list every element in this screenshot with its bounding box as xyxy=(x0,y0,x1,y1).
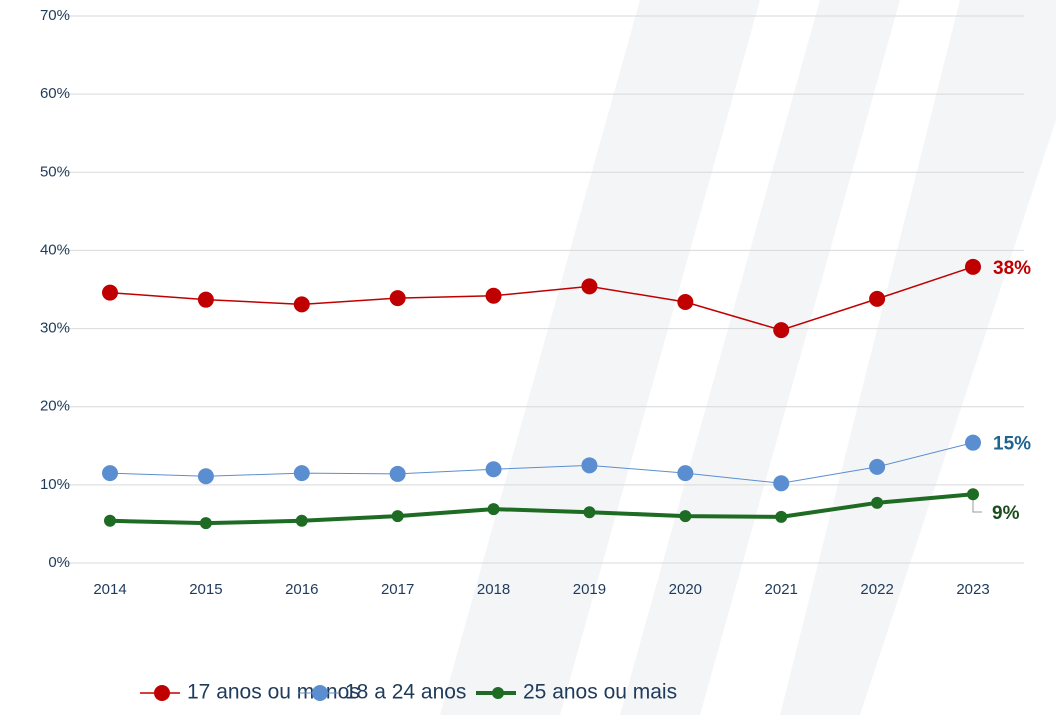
value-label: 9% xyxy=(992,503,1020,524)
point xyxy=(389,290,406,307)
point xyxy=(197,468,214,485)
y-tick-label: 50% xyxy=(40,163,70,180)
y-tick-label: 70% xyxy=(40,7,70,24)
point xyxy=(869,458,886,475)
point xyxy=(485,287,502,304)
legend-label: 17 anos ou menos xyxy=(187,681,360,704)
y-tick-label: 60% xyxy=(40,85,70,102)
point xyxy=(485,461,502,478)
point xyxy=(581,278,598,295)
watermark xyxy=(440,0,1056,715)
point xyxy=(869,290,886,307)
x-tick-label: 2022 xyxy=(860,581,893,598)
point xyxy=(199,517,212,530)
x-tick-label: 2018 xyxy=(477,581,510,598)
y-tick-label: 10% xyxy=(40,476,70,493)
point xyxy=(102,465,118,482)
point xyxy=(677,465,694,482)
x-tick-label: 2014 xyxy=(93,581,126,598)
y-tick-label: 40% xyxy=(40,241,70,258)
point xyxy=(775,510,788,523)
x-tick-label: 2016 xyxy=(285,581,318,598)
legend-marker xyxy=(154,685,170,701)
x-tick-label: 2021 xyxy=(765,581,798,598)
legend-label: 18 a 24 anos xyxy=(345,681,466,704)
x-tick-label: 2015 xyxy=(189,581,222,598)
y-tick-label: 0% xyxy=(48,554,70,571)
legend-label: 25 anos ou mais xyxy=(523,681,677,704)
point xyxy=(391,510,404,523)
point xyxy=(583,506,596,519)
y-tick-label: 20% xyxy=(40,398,70,415)
point xyxy=(773,475,790,492)
point xyxy=(677,294,694,311)
point xyxy=(965,434,981,451)
point xyxy=(197,291,214,308)
x-tick-label: 2017 xyxy=(381,581,414,598)
point xyxy=(104,514,116,527)
legend-marker xyxy=(312,685,328,701)
x-tick-label: 2023 xyxy=(956,581,989,598)
point xyxy=(293,296,310,313)
point xyxy=(487,503,500,516)
legend-marker xyxy=(492,687,504,699)
point xyxy=(102,284,118,301)
point xyxy=(967,488,979,501)
point xyxy=(965,258,981,275)
point xyxy=(581,457,598,474)
x-tick-label: 2019 xyxy=(573,581,606,598)
point xyxy=(773,322,790,339)
point xyxy=(871,496,884,509)
point xyxy=(679,510,692,523)
series-line xyxy=(109,492,974,526)
point xyxy=(293,465,310,482)
point xyxy=(389,465,406,482)
y-tick-label: 30% xyxy=(40,320,70,337)
series-line xyxy=(109,266,974,331)
x-tick-label: 2020 xyxy=(669,581,702,598)
value-label: 38% xyxy=(993,258,1031,279)
series-line xyxy=(109,442,974,484)
value-label: 15% xyxy=(993,434,1031,455)
point xyxy=(295,514,308,527)
